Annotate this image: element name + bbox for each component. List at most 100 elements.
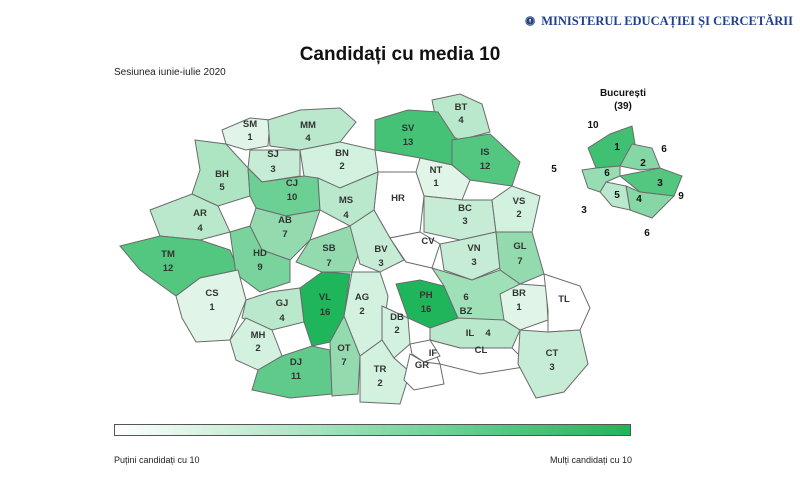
sector-value-label: 9 bbox=[678, 191, 684, 202]
bucuresti-sector-3 bbox=[618, 167, 683, 197]
county-code-label: BZ bbox=[460, 306, 473, 317]
county-code-label: HD bbox=[253, 248, 267, 259]
county-value-label: 11 bbox=[291, 371, 302, 382]
county-code-label: IF bbox=[429, 348, 438, 359]
county-value-label: 9 bbox=[257, 262, 262, 273]
county-code-label: TM bbox=[161, 249, 175, 260]
county-code-label: MM bbox=[300, 120, 316, 131]
sector-number-label: 1 bbox=[614, 142, 620, 153]
county-code-label: BH bbox=[215, 169, 229, 180]
legend-low-label: Puțini candidați cu 10 bbox=[114, 455, 200, 465]
county-code-label: SV bbox=[402, 123, 415, 134]
county-value-label: 16 bbox=[421, 304, 432, 315]
county-value-label: 6 bbox=[463, 292, 468, 303]
county-value-label: 1 bbox=[516, 302, 522, 313]
county-value-label: 2 bbox=[255, 343, 260, 354]
county-code-label: BN bbox=[335, 148, 349, 159]
bucuresti-total: (39) bbox=[614, 101, 632, 112]
sector-number-label: 3 bbox=[657, 178, 663, 189]
bucuresti-sector-6 bbox=[581, 165, 621, 193]
county-cs bbox=[175, 269, 247, 343]
county-code-label: VL bbox=[319, 292, 331, 303]
county-gr bbox=[403, 353, 445, 391]
sector-number-label: 5 bbox=[614, 190, 620, 201]
county-value-label: 2 bbox=[394, 325, 399, 336]
county-if bbox=[409, 339, 441, 363]
county-value-label: 10 bbox=[287, 192, 298, 203]
county-value-label: 3 bbox=[549, 362, 554, 373]
county-code-label: CT bbox=[546, 348, 559, 359]
county-code-label: BV bbox=[374, 244, 388, 255]
county-value-label: 12 bbox=[480, 161, 491, 172]
county-code-label: BC bbox=[458, 203, 472, 214]
county-db bbox=[381, 305, 411, 359]
county-value-label: 2 bbox=[516, 209, 521, 220]
legend-high-label: Mulți candidați cu 10 bbox=[549, 455, 632, 465]
county-code-label: GJ bbox=[276, 298, 289, 309]
county-code-label: CS bbox=[205, 288, 218, 299]
county-value-label: 2 bbox=[359, 306, 364, 317]
county-value-label: 16 bbox=[320, 307, 331, 318]
county-ot bbox=[329, 314, 361, 397]
county-value-label: 7 bbox=[326, 258, 331, 269]
county-value-label: 7 bbox=[282, 229, 287, 240]
bucuresti-label: București bbox=[600, 88, 646, 99]
county-value-label: 3 bbox=[471, 257, 476, 268]
county-ct bbox=[517, 329, 589, 399]
county-value-label: 13 bbox=[403, 137, 414, 148]
county-code-label: VN bbox=[467, 243, 480, 254]
county-code-label: BT bbox=[455, 102, 468, 113]
county-value-label: 7 bbox=[341, 357, 346, 368]
county-bh bbox=[191, 139, 251, 207]
county-code-label: OT bbox=[337, 343, 350, 354]
county-code-label: CJ bbox=[286, 178, 298, 189]
county-code-label: VS bbox=[513, 196, 526, 207]
ministry-name: MINISTERUL EDUCAȚIEI ȘI CERCETĂRII bbox=[541, 13, 793, 28]
county-value-label: 4 bbox=[485, 328, 491, 339]
county-value-label: 7 bbox=[517, 256, 522, 267]
sector-value-label: 10 bbox=[587, 120, 599, 131]
legend-gradient-bar bbox=[114, 424, 631, 436]
county-cv bbox=[389, 231, 441, 269]
county-code-label: DB bbox=[390, 312, 404, 323]
county-vs bbox=[491, 185, 541, 233]
county-value-label: 4 bbox=[279, 313, 285, 324]
sector-value-label: 3 bbox=[581, 205, 587, 216]
ministry-seal-icon bbox=[525, 16, 535, 26]
county-value-label: 4 bbox=[305, 133, 311, 144]
county-code-label: SM bbox=[243, 119, 257, 130]
county-code-label: MS bbox=[339, 195, 353, 206]
county-code-label: IL bbox=[466, 328, 475, 339]
county-code-label: CV bbox=[421, 236, 435, 247]
county-value-label: 2 bbox=[377, 378, 382, 389]
page-title: Candidați cu media 10 bbox=[299, 44, 501, 65]
session-label: Sesiunea iunie-iulie 2020 bbox=[114, 67, 226, 78]
sector-value-label: 6 bbox=[644, 228, 650, 239]
county-value-label: 5 bbox=[219, 182, 225, 193]
sector-value-label: 6 bbox=[661, 144, 667, 155]
county-code-label: BR bbox=[512, 288, 526, 299]
county-code-label: GL bbox=[513, 241, 526, 252]
county-code-label: MH bbox=[251, 330, 266, 341]
county-bv bbox=[349, 209, 405, 273]
county-value-label: 3 bbox=[270, 164, 275, 175]
county-value-label: 4 bbox=[197, 223, 203, 234]
county-code-label: AR bbox=[193, 208, 207, 219]
county-value-label: 3 bbox=[378, 258, 383, 269]
county-value-label: 12 bbox=[163, 263, 174, 274]
sector-number-label: 6 bbox=[604, 168, 610, 179]
county-mm bbox=[267, 107, 357, 151]
county-value-label: 2 bbox=[339, 161, 344, 172]
county-code-label: SB bbox=[322, 243, 335, 254]
sector-number-label: 4 bbox=[636, 194, 642, 205]
county-code-label: TR bbox=[374, 364, 387, 375]
ministry-header: MINISTERUL EDUCAȚIEI ȘI CERCETĂRII bbox=[525, 5, 793, 37]
bucuresti-sector-2 bbox=[619, 143, 661, 171]
county-code-label: SJ bbox=[267, 149, 279, 160]
county-code-label: CL bbox=[475, 345, 488, 356]
county-code-label: TL bbox=[558, 294, 570, 305]
county-code-label: DJ bbox=[290, 357, 302, 368]
county-code-label: PH bbox=[419, 290, 432, 301]
county-value-label: 1 bbox=[433, 178, 439, 189]
